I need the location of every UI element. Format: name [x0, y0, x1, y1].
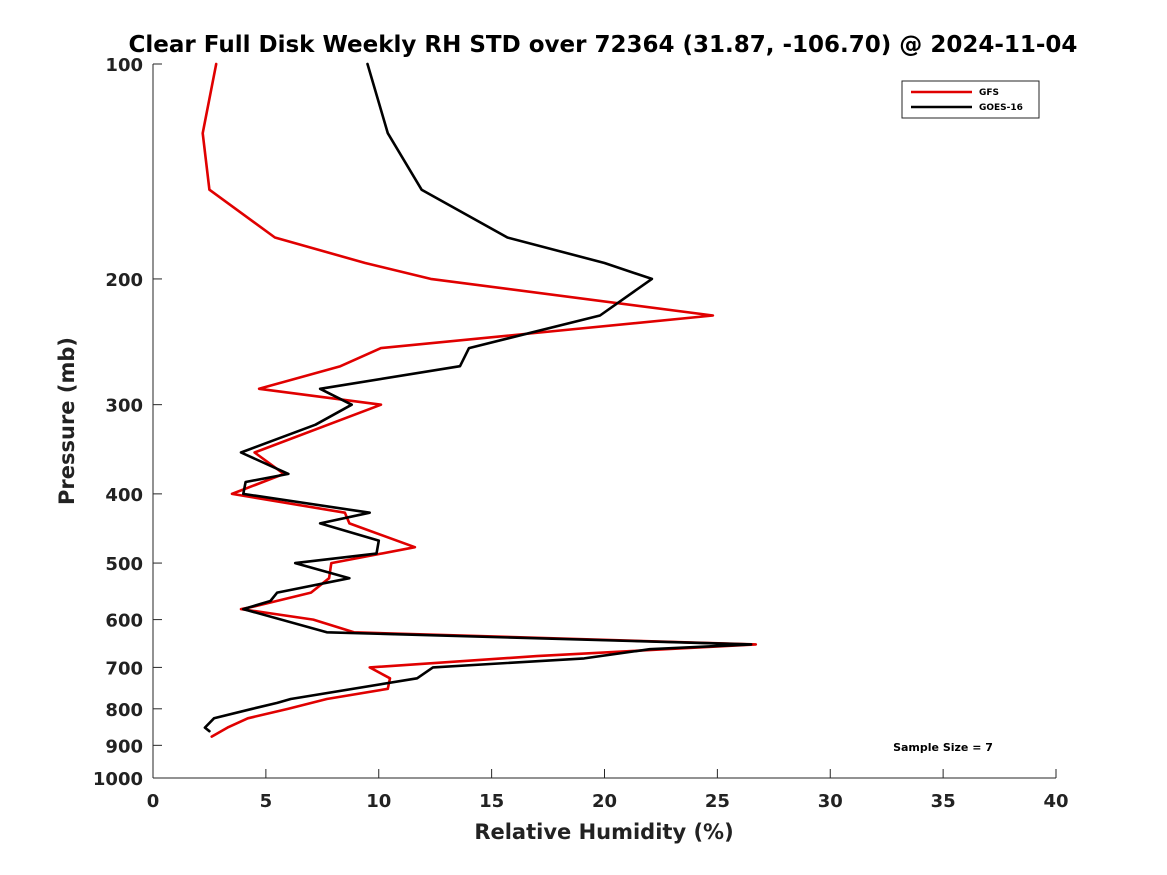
- x-tick-label: 30: [818, 791, 843, 812]
- legend: GFS GOES-16: [901, 80, 1040, 119]
- legend-label: GFS: [979, 88, 999, 98]
- y-tick-label: 900: [105, 736, 143, 757]
- y-tick-label: 1000: [93, 769, 143, 790]
- y-tick-label: 100: [105, 55, 143, 76]
- x-axis-label: Relative Humidity (%): [474, 820, 733, 844]
- y-tick-label: 200: [105, 270, 143, 291]
- x-tick-label: 40: [1043, 791, 1068, 812]
- legend-label: GOES-16: [979, 103, 1023, 113]
- y-tick-label: 600: [105, 611, 143, 632]
- axes: 0 5 10 15 20 25 30 35 40 100 200 300 400 500 600 700 800…: [93, 55, 1069, 812]
- x-tick-label: 15: [479, 791, 504, 812]
- y-tick-label: 300: [105, 396, 143, 417]
- series-layer: [201, 62, 758, 738]
- x-tick-label: 35: [931, 791, 956, 812]
- y-tick-label: 500: [105, 554, 143, 575]
- y-tick-label: 800: [105, 700, 143, 721]
- y-tick-label: 700: [105, 658, 143, 679]
- chart-title: Clear Full Disk Weekly RH STD over 72364…: [129, 32, 1078, 58]
- x-tick-label: 25: [705, 791, 730, 812]
- series-line-goes-16: [203, 62, 753, 733]
- x-tick-label: 20: [592, 791, 617, 812]
- x-tick-label: 10: [366, 791, 391, 812]
- legend-box: [901, 80, 1040, 119]
- x-tick-label: 0: [147, 791, 160, 812]
- y-tick-label: 400: [105, 485, 143, 506]
- x-tick-label: 5: [260, 791, 273, 812]
- y-axis-label: Pressure (mb): [55, 337, 79, 505]
- sample-size-annotation: Sample Size = 7: [893, 741, 993, 754]
